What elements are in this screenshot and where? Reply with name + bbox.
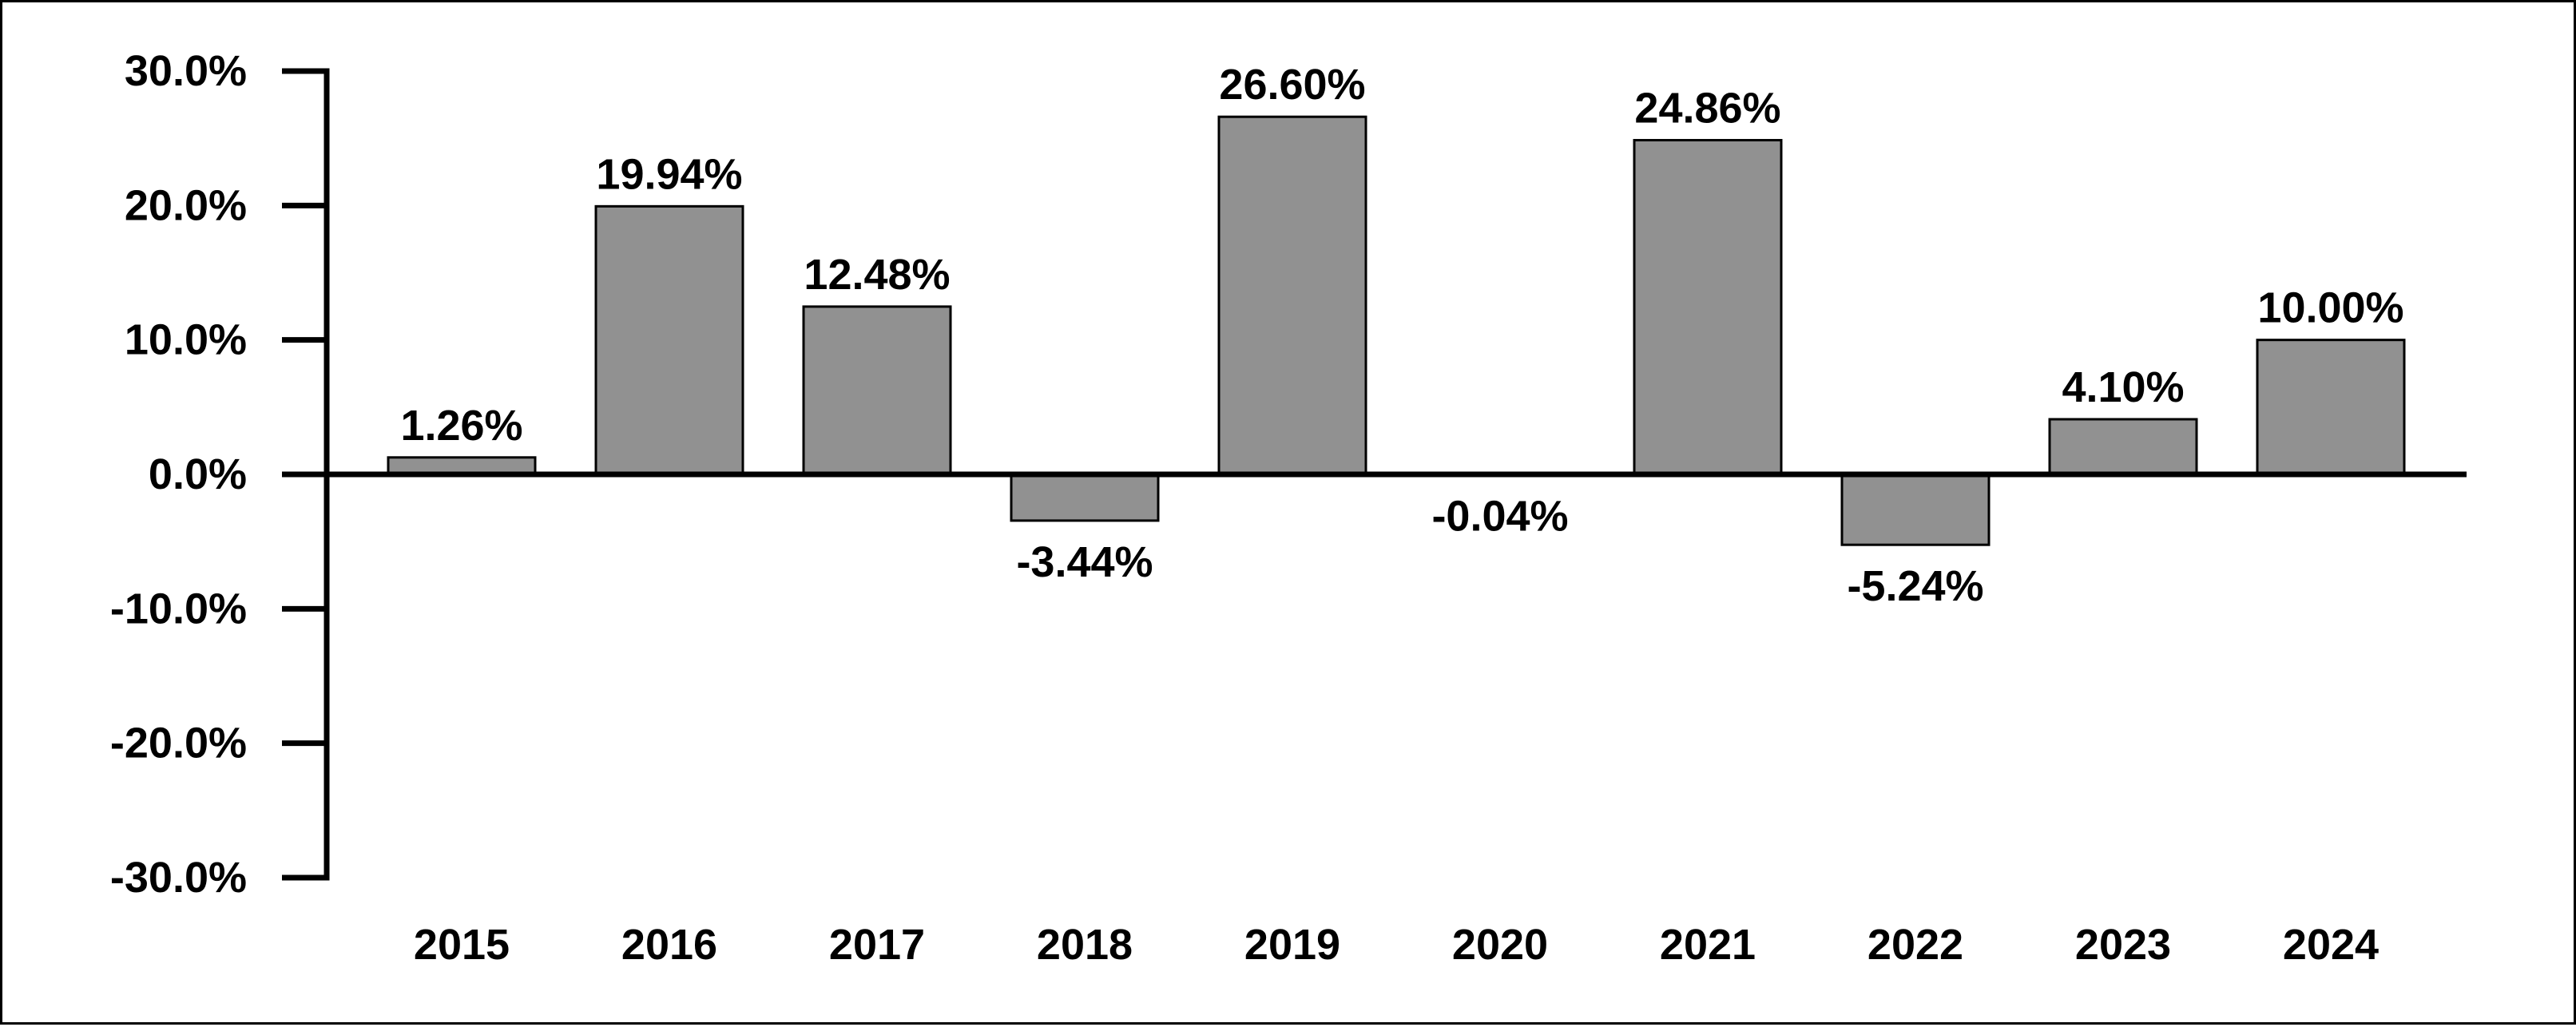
x-tick-labels-layer: 2015 2016 2017 2018 2019 2020 2021 2022 2023 2024 <box>414 921 2379 969</box>
data-label-2018: -3.44% <box>1016 538 1153 586</box>
data-label-2017: 12.48% <box>804 251 950 299</box>
y-tick-label: -10.0% <box>110 585 247 632</box>
x-tick-label-2016: 2016 <box>621 921 717 969</box>
x-tick-label-2018: 2018 <box>1037 921 1133 969</box>
data-label-2016: 19.94% <box>596 150 742 198</box>
y-tick-label: 30.0% <box>125 47 247 95</box>
x-tick-label-2017: 2017 <box>829 921 925 969</box>
x-tick-label-2023: 2023 <box>2075 921 2171 969</box>
bar-2017 <box>802 305 952 476</box>
data-label-2023: 4.10% <box>2062 363 2184 411</box>
y-tick-label: -20.0% <box>110 720 247 767</box>
x-tick-label-2024: 2024 <box>2283 921 2379 969</box>
y-ticks-layer: 30.0% 20.0% 10.0% 0.0% -10.0% -20.0% -30.0% <box>110 47 327 902</box>
data-label-2015: 1.26% <box>400 402 522 450</box>
x-tick-label-2015: 2015 <box>414 921 510 969</box>
bar-2023 <box>2048 418 2198 476</box>
data-labels-layer: 1.26% 19.94% 12.48% -3.44% 26.60% -0.04% 24.86… <box>400 61 2403 610</box>
x-tick-label-2020: 2020 <box>1452 921 1548 969</box>
data-label-2019: 26.60% <box>1219 61 1365 109</box>
bar-2016 <box>594 204 744 476</box>
data-label-2022: -5.24% <box>1847 562 1983 610</box>
x-tick-label-2022: 2022 <box>1868 921 1963 969</box>
bar-2022 <box>1840 473 1991 546</box>
bar-2024 <box>2256 339 2406 476</box>
x-tick-label-2021: 2021 <box>1660 921 1756 969</box>
data-label-2021: 24.86% <box>1634 85 1780 133</box>
y-tick-label: 0.0% <box>149 450 247 498</box>
data-label-2020: -0.04% <box>1431 493 1568 541</box>
bar-2021 <box>1633 139 1783 476</box>
bars-layer <box>387 115 2406 546</box>
bar-2019 <box>1217 115 1367 476</box>
x-tick-label-2019: 2019 <box>1244 921 1340 969</box>
y-tick-label: 20.0% <box>125 181 247 229</box>
y-tick-label: 10.0% <box>125 316 247 364</box>
data-label-2024: 10.00% <box>2257 284 2403 332</box>
bar-2018 <box>1010 473 1160 522</box>
y-tick-label: -30.0% <box>110 854 247 902</box>
